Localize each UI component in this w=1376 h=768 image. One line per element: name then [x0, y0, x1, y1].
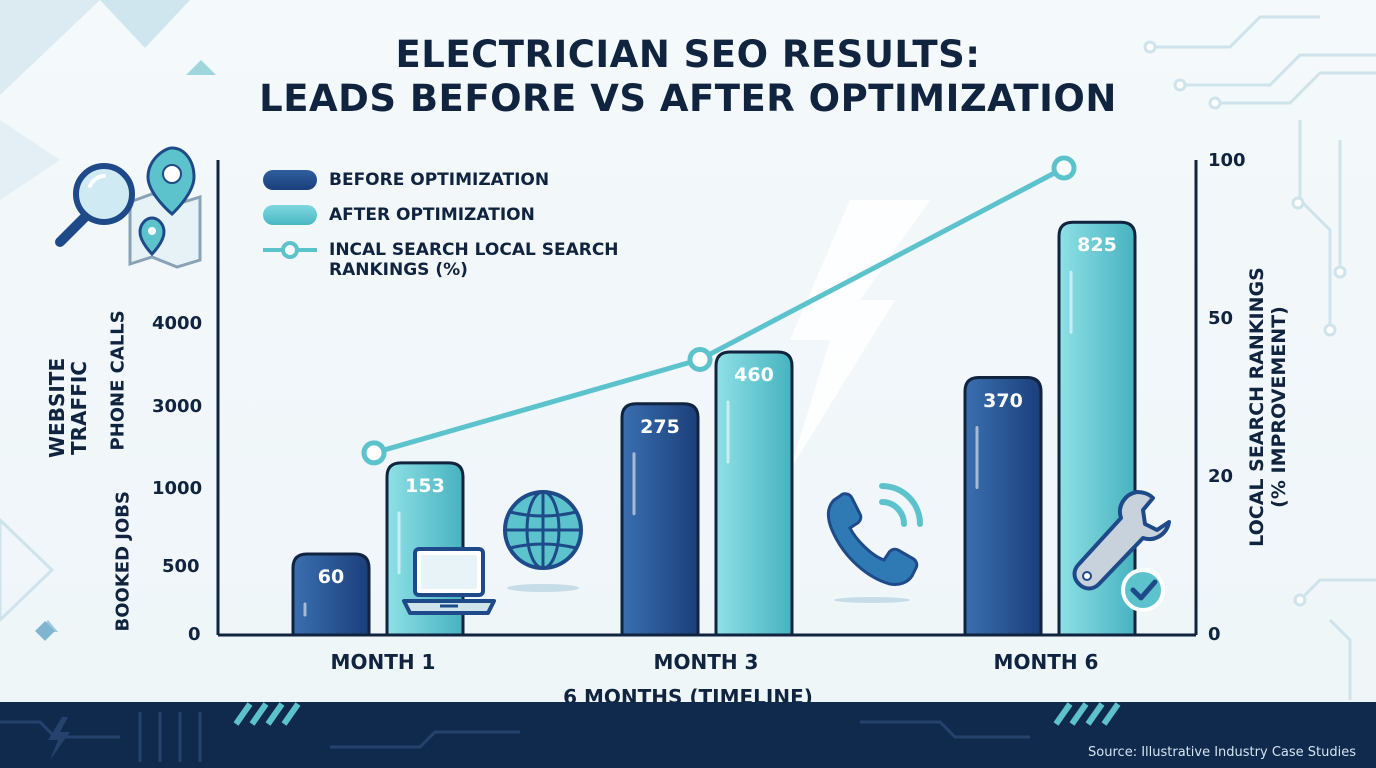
right-tick-label: 50: [1208, 308, 1234, 329]
bar-after: [714, 350, 794, 637]
legend-swatch-rankings: [263, 241, 317, 259]
footer-band: Source: Illustrative Industry Case Studi…: [0, 702, 1376, 768]
footer-decoration: [0, 702, 1121, 762]
bar-value-label: 370: [983, 389, 1023, 412]
legend-item-rankings: INCAL SEARCH LOCAL SEARCH RANKINGS (%): [263, 240, 619, 280]
bar-before: [620, 402, 700, 637]
right-tick-label: 100: [1208, 150, 1246, 171]
left-tick-label: 3000: [152, 396, 203, 417]
legend-label-rankings-line1: INCAL SEARCH LOCAL SEARCH: [329, 240, 619, 260]
bar-value-label: 60: [317, 566, 345, 588]
left-tick-label: 1000: [152, 478, 203, 499]
bar-value-label: 275: [640, 415, 680, 438]
bar-before: [963, 376, 1043, 637]
laptop-icon: [402, 547, 496, 615]
bar-before: [291, 552, 371, 637]
bar-value-label: 153: [405, 474, 445, 497]
wrench-check-icon: [1072, 490, 1171, 612]
legend-item-before: BEFORE OPTIMIZATION: [263, 170, 549, 190]
rankings-point: [361, 440, 387, 466]
chart-title-line1: ELECTRICIAN SEO RESULTS:: [395, 33, 981, 76]
legend-swatch-after: [263, 205, 317, 225]
x-tick-label: MONTH 6: [993, 650, 1099, 674]
legend-item-after: AFTER OPTIMIZATION: [263, 205, 535, 225]
globe-icon: [503, 490, 583, 592]
chart-title-line2: LEADS BEFORE VS AFTER OPTIMIZATION: [259, 77, 1117, 120]
magnifier-map-icon: [55, 146, 202, 269]
source-note: Source: Illustrative Industry Case Studi…: [1088, 745, 1356, 760]
x-tick-label: MONTH 3: [653, 650, 759, 674]
left-tick-label: 500: [162, 556, 200, 577]
right-tick-label: 0: [1208, 624, 1221, 645]
legend-label-after: AFTER OPTIMIZATION: [329, 205, 535, 225]
rankings-point: [687, 346, 713, 372]
left-tick-label: 4000: [152, 313, 203, 334]
rankings-point: [1051, 155, 1077, 181]
phone-icon: [826, 483, 923, 603]
left-tick-label: 0: [188, 624, 201, 645]
y-axis-title-separator: ·: [115, 390, 122, 411]
bar-value-label: 825: [1077, 234, 1117, 257]
legend-label-rankings-line2: RANKINGS (%): [329, 260, 468, 280]
x-tick-label: MONTH 1: [330, 650, 436, 674]
bar-value-label: 460: [734, 364, 774, 386]
legend-label-before: BEFORE OPTIMIZATION: [329, 170, 550, 190]
right-tick-label: 20: [1208, 466, 1234, 487]
legend-swatch-before: [263, 170, 317, 190]
